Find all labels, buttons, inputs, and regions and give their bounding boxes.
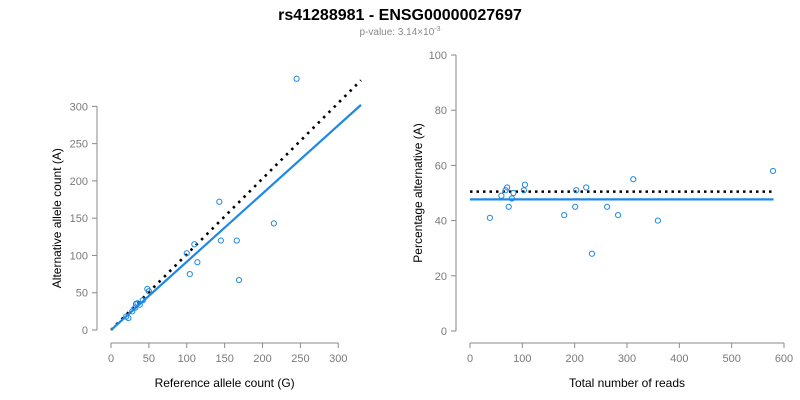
data-point <box>216 198 223 205</box>
data-point <box>139 297 146 304</box>
data-point <box>604 203 611 210</box>
data-point <box>217 237 224 244</box>
fitted-regression-line <box>110 104 362 331</box>
x-tick-label: 100 <box>513 353 531 365</box>
y-tick-label: 150 <box>70 213 88 225</box>
x-tick-label: 50 <box>143 353 155 365</box>
reference-dotted-line <box>110 79 362 331</box>
data-point <box>572 203 579 210</box>
data-point <box>520 187 528 194</box>
data-point <box>293 75 300 82</box>
data-point <box>145 288 152 295</box>
data-point <box>129 308 136 315</box>
data-point <box>521 181 529 188</box>
data-point <box>505 203 512 210</box>
data-point <box>769 167 777 175</box>
data-point <box>191 241 198 248</box>
y-tick-label: 200 <box>70 176 88 188</box>
data-point <box>508 195 515 202</box>
x-tick-label: 250 <box>291 353 309 365</box>
data-point <box>486 214 493 221</box>
y-tick-label: 40 <box>435 216 447 228</box>
x-axis-label: Total number of reads <box>569 376 685 390</box>
data-point <box>573 187 580 194</box>
pvalue-prefix: p-value: 3.14×10 <box>359 27 434 38</box>
data-point <box>615 211 622 219</box>
data-point <box>233 237 240 244</box>
pvalue-exponent: -3 <box>434 26 440 33</box>
data-point <box>270 220 277 227</box>
data-point <box>186 270 193 278</box>
y-tick-label: 300 <box>70 101 88 113</box>
y-axis-label: Alternative allele count (A) <box>50 148 64 288</box>
data-point <box>183 250 190 257</box>
x-tick-label: 500 <box>722 353 740 365</box>
x-tick-label: 600 <box>775 353 793 365</box>
data-point <box>654 217 661 224</box>
data-point <box>630 176 637 183</box>
x-tick-label: 300 <box>329 353 347 365</box>
percentage-alternative-scatter-panel: 0 100 200 300 400 500 600 0 20 40 60 80 100 Total num… <box>411 50 793 390</box>
data-point <box>504 184 511 191</box>
data-point <box>561 211 568 219</box>
x-tick-label: 100 <box>178 353 196 365</box>
data-point <box>510 189 517 197</box>
x-axis-label: Reference allele count (G) <box>155 376 295 390</box>
x-tick-label: 150 <box>215 353 233 365</box>
data-point <box>583 184 590 191</box>
x-tick-label: 200 <box>565 353 583 365</box>
y-tick-label: 100 <box>429 50 447 62</box>
chart-title: rs41288981 - ENSG00000027697 <box>278 7 522 24</box>
y-tick-label: 100 <box>70 250 88 262</box>
data-point <box>235 276 243 284</box>
y-tick-label: 250 <box>70 139 88 151</box>
x-tick-label: 400 <box>670 353 688 365</box>
data-point <box>125 314 132 322</box>
y-tick-label: 60 <box>435 160 447 172</box>
y-tick-label: 50 <box>76 288 88 300</box>
data-point <box>194 259 201 266</box>
y-axis-label: Percentage alternative (A) <box>411 123 425 262</box>
y-tick-label: 0 <box>82 325 88 337</box>
data-point <box>588 250 596 257</box>
x-tick-label: 0 <box>467 353 473 365</box>
pvalue-subtitle: p-value: 3.14×10-3 <box>359 26 440 38</box>
y-tick-label: 0 <box>441 326 447 338</box>
x-tick-label: 200 <box>253 353 271 365</box>
x-tick-label: 0 <box>108 353 114 365</box>
y-tick-label: 20 <box>435 271 447 283</box>
allele-count-scatter-panel: 0 50 100 150 200 250 300 0 50 100 150 200 250 300 Refe… <box>50 75 362 390</box>
data-point <box>498 192 505 199</box>
data-point <box>136 301 143 308</box>
y-tick-label: 80 <box>435 105 447 117</box>
x-tick-label: 300 <box>618 353 636 365</box>
